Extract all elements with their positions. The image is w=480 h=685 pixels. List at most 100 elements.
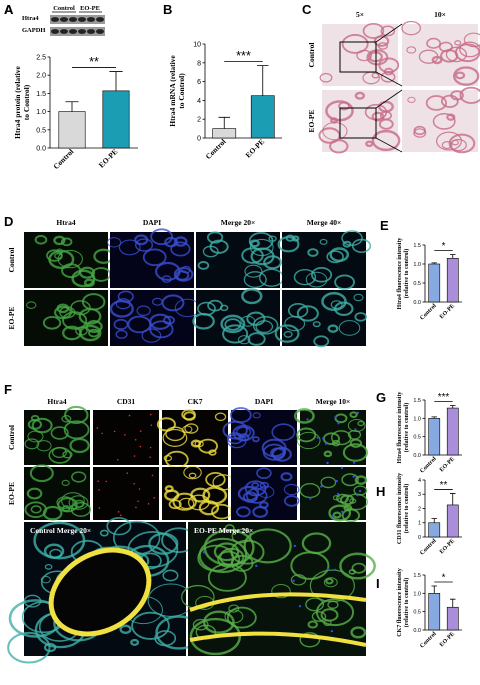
tissue — [34, 234, 48, 245]
tissue — [356, 49, 372, 62]
panel-label: H — [376, 484, 385, 499]
nucleus — [309, 497, 312, 500]
band — [78, 17, 86, 22]
panel-label: A — [4, 2, 14, 17]
tissue — [118, 239, 141, 256]
x-tick-label: EO-PE — [439, 303, 456, 320]
tissue — [119, 624, 132, 634]
y-tick-label: 0.0 — [36, 145, 46, 152]
tissue — [354, 312, 368, 322]
band — [87, 29, 95, 34]
x-tick-label: EO-PE — [439, 631, 456, 648]
tissue — [162, 428, 188, 447]
tissue — [44, 563, 53, 570]
tissue — [328, 504, 352, 522]
x-tick-label: Control — [419, 631, 438, 650]
tissue — [135, 238, 154, 252]
tissue — [311, 267, 333, 283]
tissue — [224, 609, 244, 624]
tissue — [380, 71, 396, 83]
panel-label: B — [163, 2, 172, 17]
y-tick-label: 0.0 — [413, 300, 421, 306]
panel-label: I — [376, 576, 380, 591]
band — [87, 17, 95, 22]
tissue — [23, 594, 42, 608]
tissue — [293, 268, 317, 286]
inset-box — [339, 107, 377, 139]
nucleus — [326, 461, 329, 465]
x-tick-label: EO-PE — [97, 147, 120, 170]
nucleus — [334, 415, 337, 419]
tissue — [26, 487, 43, 500]
tissue — [377, 42, 389, 50]
signal — [97, 480, 99, 482]
nucleus — [292, 579, 295, 583]
band — [69, 29, 77, 34]
nucleus — [356, 493, 359, 497]
tissue — [29, 464, 54, 483]
band — [96, 17, 104, 22]
tissue — [88, 328, 100, 338]
x-tick-label: Control — [419, 303, 438, 322]
tissue — [106, 517, 132, 536]
y-axis-label: CK7 fluorescence intensity — [397, 568, 403, 637]
tissue — [290, 574, 307, 586]
tissue — [56, 496, 74, 510]
tissue — [46, 249, 63, 262]
tissue — [173, 236, 188, 247]
tissue — [50, 426, 69, 440]
tissue — [380, 25, 396, 37]
tissue — [109, 299, 134, 318]
x-tick-label: Control — [51, 147, 75, 171]
tissue — [323, 450, 333, 458]
tissue — [183, 411, 196, 421]
bar — [428, 593, 441, 631]
tissue — [142, 248, 167, 267]
tissue — [141, 328, 162, 343]
tissue — [226, 606, 257, 629]
tissue — [99, 529, 109, 537]
tissue — [162, 569, 179, 582]
tissue — [48, 446, 72, 464]
tissue — [242, 491, 258, 503]
y-axis-label: Htra4 fluorescence intensity — [397, 392, 403, 464]
error-bar — [431, 585, 438, 594]
tissue — [305, 597, 325, 612]
row-label: EO-PE — [7, 482, 16, 505]
nucleus — [356, 411, 360, 415]
bar — [446, 606, 459, 631]
tissue — [350, 626, 367, 639]
column-label: DAPI — [143, 218, 161, 227]
tissue — [426, 37, 441, 49]
tissue — [178, 497, 195, 510]
tissue — [62, 325, 82, 341]
tissue — [448, 133, 476, 154]
tissue — [238, 433, 250, 442]
tissue — [342, 240, 352, 248]
vessel — [189, 592, 367, 647]
tissue — [190, 439, 202, 448]
tissue — [349, 438, 362, 448]
tissue — [164, 485, 174, 493]
x-tick-label: Control — [419, 456, 438, 475]
micrograph — [231, 467, 297, 520]
tissue — [249, 239, 260, 248]
error-bar — [256, 65, 269, 96]
tissue — [161, 275, 172, 283]
tissue — [251, 482, 260, 489]
tissue — [332, 495, 340, 501]
signal — [135, 506, 137, 509]
tissue — [432, 112, 456, 130]
tissue — [197, 260, 210, 270]
y-tick-label: 4 — [418, 478, 421, 484]
tissue — [407, 96, 416, 103]
tissue — [378, 118, 394, 130]
tissue — [202, 245, 219, 258]
y-axis-label: Htra4 protein (relative — [13, 66, 22, 139]
x-tick-label: EO-PE — [439, 456, 456, 473]
x-tick-label: Control — [204, 137, 228, 161]
error-bar — [431, 518, 438, 523]
tissue — [130, 638, 140, 646]
tissue — [78, 307, 102, 325]
error-bar — [449, 493, 456, 505]
